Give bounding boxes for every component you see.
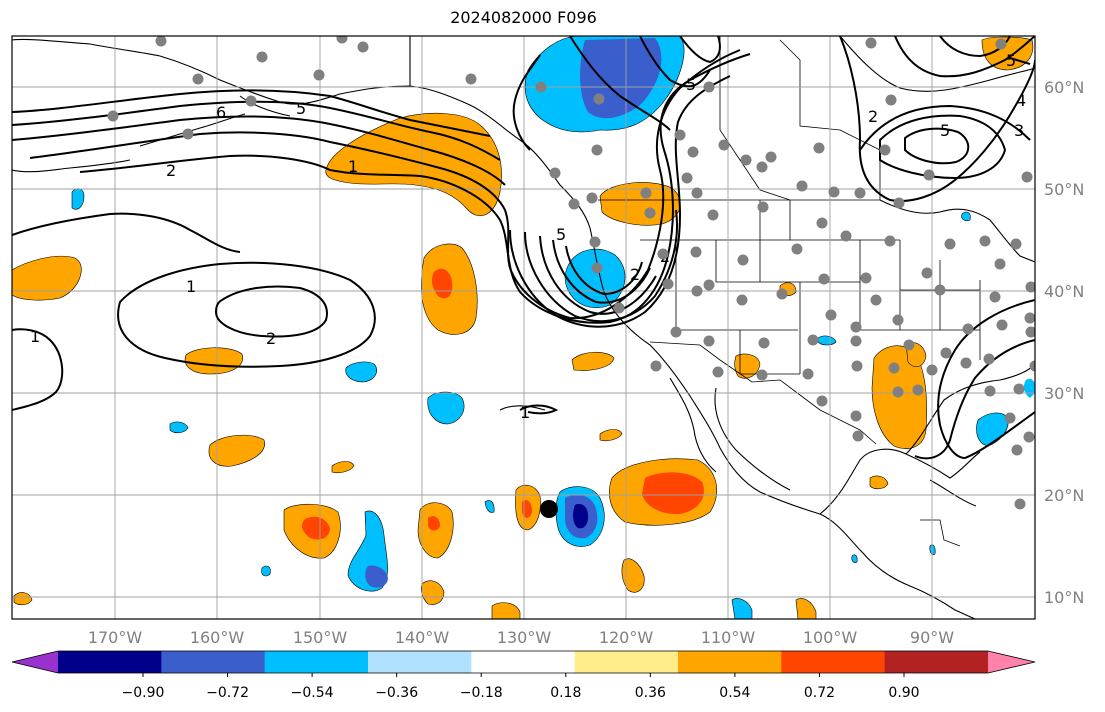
longitude-label: 140°W bbox=[395, 628, 450, 647]
contour-label: 2 bbox=[266, 329, 276, 348]
colorbar-extend-low bbox=[12, 651, 58, 673]
colorbar-tick-label: −0.90 bbox=[122, 685, 165, 701]
contour-label: 1 bbox=[520, 403, 530, 422]
map-background bbox=[12, 36, 1035, 619]
colorbar-tick-label: 0.18 bbox=[550, 685, 581, 701]
longitude-label: 100°W bbox=[803, 628, 858, 647]
colorbar-segment bbox=[58, 651, 162, 673]
contour-label: 5 bbox=[296, 99, 306, 118]
contour-label: 1 bbox=[348, 157, 358, 176]
colorbar-tick-label: −0.18 bbox=[460, 685, 503, 701]
colorbar-extend-high bbox=[988, 651, 1035, 673]
latitude-label: 50°N bbox=[1044, 180, 1084, 199]
contour-label: 5 bbox=[940, 121, 950, 140]
contour-label: 2 bbox=[166, 161, 176, 180]
contour-label: 2 bbox=[868, 107, 878, 126]
latitude-label: 20°N bbox=[1044, 486, 1084, 505]
map-frame bbox=[11, 35, 1036, 620]
colorbar: −0.90 −0.72 −0.54 −0.36 −0.18 0.18 0.36 0.54 0.7… bbox=[11, 650, 1036, 701]
contour-label: 4 bbox=[1016, 91, 1026, 110]
colorbar-tick-label: 0.90 bbox=[888, 685, 919, 701]
colorbar-segment bbox=[574, 651, 679, 673]
colorbar-outline bbox=[11, 650, 1036, 674]
colorbar-tick-label: 0.36 bbox=[635, 685, 666, 701]
latitude-label: 60°N bbox=[1044, 78, 1084, 97]
contour-label: 1 bbox=[30, 327, 40, 346]
contour-label: 5 bbox=[556, 225, 566, 244]
colorbar-segment bbox=[678, 651, 782, 673]
colorbar-segment bbox=[264, 651, 369, 673]
contour-label: 3 bbox=[1014, 121, 1024, 140]
colorbar-tick-label: 0.54 bbox=[719, 685, 750, 701]
colorbar-segment bbox=[161, 651, 266, 673]
colorbar-tick-label: 0.72 bbox=[804, 685, 835, 701]
colorbar-tick-label: −0.72 bbox=[206, 685, 249, 701]
colorbar-segment bbox=[781, 651, 886, 673]
station-markers bbox=[107, 36, 1035, 510]
longitude-axis-labels: 170°W 160°W 150°W 140°W 130°W 120°W 110°… bbox=[88, 628, 954, 647]
colorbar-segment bbox=[368, 651, 472, 673]
longitude-label: 160°W bbox=[190, 628, 245, 647]
latitude-axis-labels: 60°N 50°N 40°N 30°N 20°N 10°N bbox=[1044, 78, 1084, 607]
longitude-label: 150°W bbox=[293, 628, 348, 647]
colorbar-tick-label: −0.36 bbox=[375, 685, 418, 701]
contour-label: 2 bbox=[630, 265, 640, 284]
contour-label: 1 bbox=[186, 277, 196, 296]
storm-center-marker bbox=[540, 500, 558, 518]
contour-label: 5 bbox=[686, 75, 696, 94]
longitude-label: 130°W bbox=[497, 628, 552, 647]
contour-label: 5 bbox=[1006, 51, 1016, 70]
colorbar-tick-label: −0.54 bbox=[291, 685, 334, 701]
map-title: 2024082000 F096 bbox=[450, 8, 597, 27]
colorbar-segment bbox=[471, 651, 576, 673]
latitude-label: 10°N bbox=[1044, 588, 1084, 607]
latitude-label: 40°N bbox=[1044, 282, 1084, 301]
longitude-label: 120°W bbox=[599, 628, 654, 647]
positive-anomaly-shading bbox=[12, 36, 1034, 619]
colorbar-segment bbox=[884, 651, 989, 673]
contour-label: 6 bbox=[216, 103, 226, 122]
longitude-label: 110°W bbox=[701, 628, 756, 647]
map-content: 6 5 2 1 1 2 1 5 2 5 3 4 5 1 2 2 5 bbox=[12, 36, 1035, 619]
longitude-label: 170°W bbox=[88, 628, 143, 647]
latitude-label: 30°N bbox=[1044, 384, 1084, 403]
longitude-label: 90°W bbox=[910, 628, 954, 647]
